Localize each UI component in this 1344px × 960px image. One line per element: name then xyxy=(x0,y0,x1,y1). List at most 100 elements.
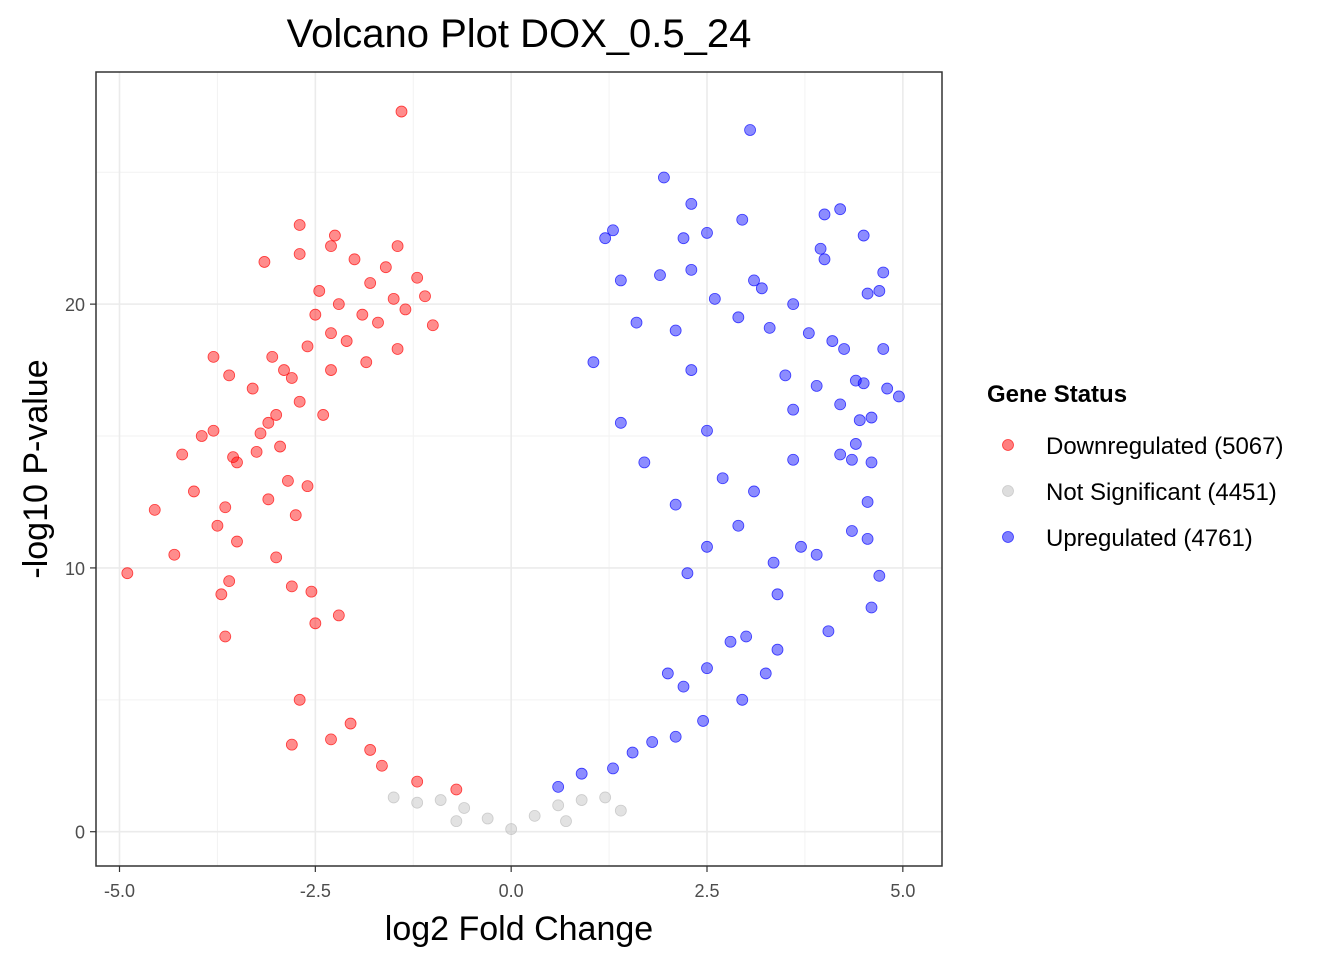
data-point xyxy=(325,327,337,340)
data-point xyxy=(262,493,275,506)
data-point xyxy=(575,794,588,806)
data-point xyxy=(626,746,639,759)
data-point xyxy=(364,277,377,289)
data-point xyxy=(317,409,330,421)
data-point xyxy=(732,519,745,532)
data-point xyxy=(285,372,298,384)
data-point xyxy=(289,509,302,522)
data-point xyxy=(207,424,220,437)
data-point xyxy=(481,812,494,825)
data-point xyxy=(740,630,753,643)
data-point xyxy=(313,285,326,297)
legend: Gene Status Downregulated (5067) Not Sign… xyxy=(987,381,1283,552)
data-point xyxy=(552,799,565,812)
y-tick-label: 20 xyxy=(65,295,85,315)
x-tick-label: 5.0 xyxy=(890,881,915,901)
data-point xyxy=(309,617,322,630)
data-point xyxy=(379,261,392,274)
data-point xyxy=(677,680,690,693)
legend-label: Not Significant (4451) xyxy=(1046,479,1277,506)
data-point xyxy=(857,377,870,390)
data-point xyxy=(736,213,749,226)
data-point xyxy=(360,356,373,369)
data-point xyxy=(654,269,666,282)
data-point xyxy=(332,298,345,311)
data-point xyxy=(834,448,847,461)
data-point xyxy=(258,256,271,268)
data-point xyxy=(219,630,232,643)
data-point xyxy=(893,390,905,403)
data-point xyxy=(372,316,384,329)
data-point xyxy=(282,474,294,487)
data-point xyxy=(873,569,886,582)
data-point xyxy=(176,448,189,461)
data-point xyxy=(787,298,800,311)
data-point xyxy=(771,588,784,601)
data-point xyxy=(599,791,612,804)
data-point xyxy=(411,271,424,284)
data-point xyxy=(301,340,314,353)
legend-key xyxy=(1002,531,1014,543)
data-point xyxy=(560,815,572,828)
data-point xyxy=(250,445,263,458)
data-point xyxy=(716,472,729,485)
grid-lines xyxy=(96,72,942,866)
data-point xyxy=(748,274,760,287)
data-point xyxy=(771,643,784,656)
data-point xyxy=(285,738,298,751)
data-point xyxy=(853,414,866,427)
data-point xyxy=(865,456,878,469)
data-point xyxy=(614,274,627,287)
data-point xyxy=(685,263,698,276)
data-point xyxy=(395,105,408,118)
data-point xyxy=(861,496,874,508)
plot-panel-border xyxy=(95,71,943,867)
series-downregulated xyxy=(121,105,463,796)
chart-title: Volcano Plot DOX_0.5_24 xyxy=(287,12,752,56)
data-point xyxy=(329,229,341,242)
data-point xyxy=(309,308,322,321)
data-point xyxy=(148,503,161,516)
data-point xyxy=(274,440,286,453)
data-point xyxy=(873,285,886,297)
data-point xyxy=(697,715,709,727)
data-point xyxy=(278,364,290,376)
data-point xyxy=(732,311,745,324)
data-point xyxy=(215,588,228,601)
data-point xyxy=(266,350,279,363)
data-point xyxy=(356,308,369,321)
data-point xyxy=(411,796,424,809)
data-point xyxy=(861,287,874,300)
data-point xyxy=(701,424,713,437)
data-point xyxy=(387,791,400,804)
data-point xyxy=(701,662,713,675)
data-point xyxy=(779,369,792,382)
data-point xyxy=(293,219,306,231)
x-tick-label: -5.0 xyxy=(104,881,135,901)
x-tick-label: 0.0 xyxy=(499,881,524,901)
data-points xyxy=(121,105,905,835)
legend-label: Upregulated (4761) xyxy=(1046,525,1253,552)
data-point xyxy=(838,343,850,355)
data-point xyxy=(767,556,780,569)
x-tick-label: -2.5 xyxy=(300,881,331,901)
data-point xyxy=(861,533,874,545)
data-point xyxy=(669,324,682,337)
data-point xyxy=(834,203,847,216)
data-point xyxy=(293,395,306,408)
legend-key xyxy=(1002,485,1014,497)
data-point xyxy=(505,823,518,835)
data-point xyxy=(344,717,357,730)
data-point xyxy=(293,248,306,260)
data-point xyxy=(223,575,236,588)
data-point xyxy=(685,364,698,376)
legend-label: Downregulated (5067) xyxy=(1046,433,1283,460)
x-axis-ticks: -5.0 -2.5 0.0 2.5 5.0 xyxy=(104,866,915,901)
series-upregulated xyxy=(552,124,905,793)
data-point xyxy=(325,733,337,746)
data-point xyxy=(669,498,682,511)
data-point xyxy=(669,730,682,743)
data-point xyxy=(195,430,208,442)
data-point xyxy=(419,290,431,303)
